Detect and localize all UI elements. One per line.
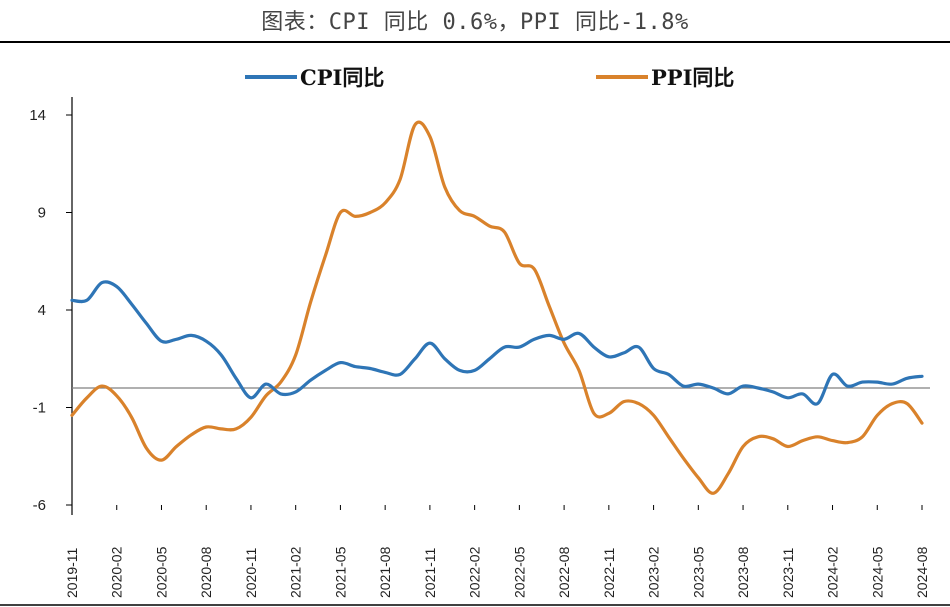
- legend-cpi-label: CPI同比: [300, 65, 384, 90]
- series-lines: [70, 120, 924, 495]
- legend-ppi-label: PPI同比: [651, 65, 734, 90]
- x-tick-label: 2021-02: [288, 546, 304, 598]
- x-tick-label: 2021-05: [332, 546, 348, 598]
- ppi-series-line: [70, 120, 924, 495]
- x-tick-label: 2024-02: [825, 546, 841, 598]
- x-tick-label: 2024-08: [914, 546, 930, 598]
- x-tick-label: 2024-05: [869, 546, 885, 598]
- y-tick-label: -1: [33, 400, 46, 417]
- y-tick-label: -6: [33, 497, 46, 514]
- x-tick-label: 2023-11: [780, 547, 796, 598]
- y-tick-label: 14: [29, 107, 46, 124]
- x-tick-label: 2020-05: [153, 546, 169, 598]
- figure-title: 图表：CPI 同比 0.6%，PPI 同比-1.8%: [261, 10, 689, 35]
- y-tick-label: 4: [38, 302, 46, 319]
- legend: CPI同比 PPI同比: [245, 65, 734, 90]
- x-tick-label: 2022-08: [556, 546, 572, 598]
- x-tick-label: 2022-02: [467, 546, 483, 598]
- x-tick-label: 2019-11: [64, 547, 80, 598]
- x-tick-label: 2021-08: [377, 546, 393, 598]
- axes: 14 9 4 -1 -6 2019-11 2020-02 2020-05 2020-08 2020…: [29, 97, 930, 598]
- x-tick-label: 2023-05: [690, 546, 706, 598]
- x-tick-label: 2021-11: [422, 547, 438, 598]
- x-tick-label: 2023-08: [735, 546, 751, 598]
- x-tick-label: 2020-02: [109, 546, 125, 598]
- x-tick-label: 2023-02: [646, 546, 662, 598]
- x-tick-label: 2022-11: [601, 547, 617, 598]
- y-tick-label: 9: [38, 205, 46, 222]
- cpi-series-line: [70, 280, 924, 406]
- x-tick-label: 2022-05: [511, 546, 527, 598]
- x-tick-label: 2020-11: [243, 547, 259, 598]
- x-tick-label: 2020-08: [198, 546, 214, 598]
